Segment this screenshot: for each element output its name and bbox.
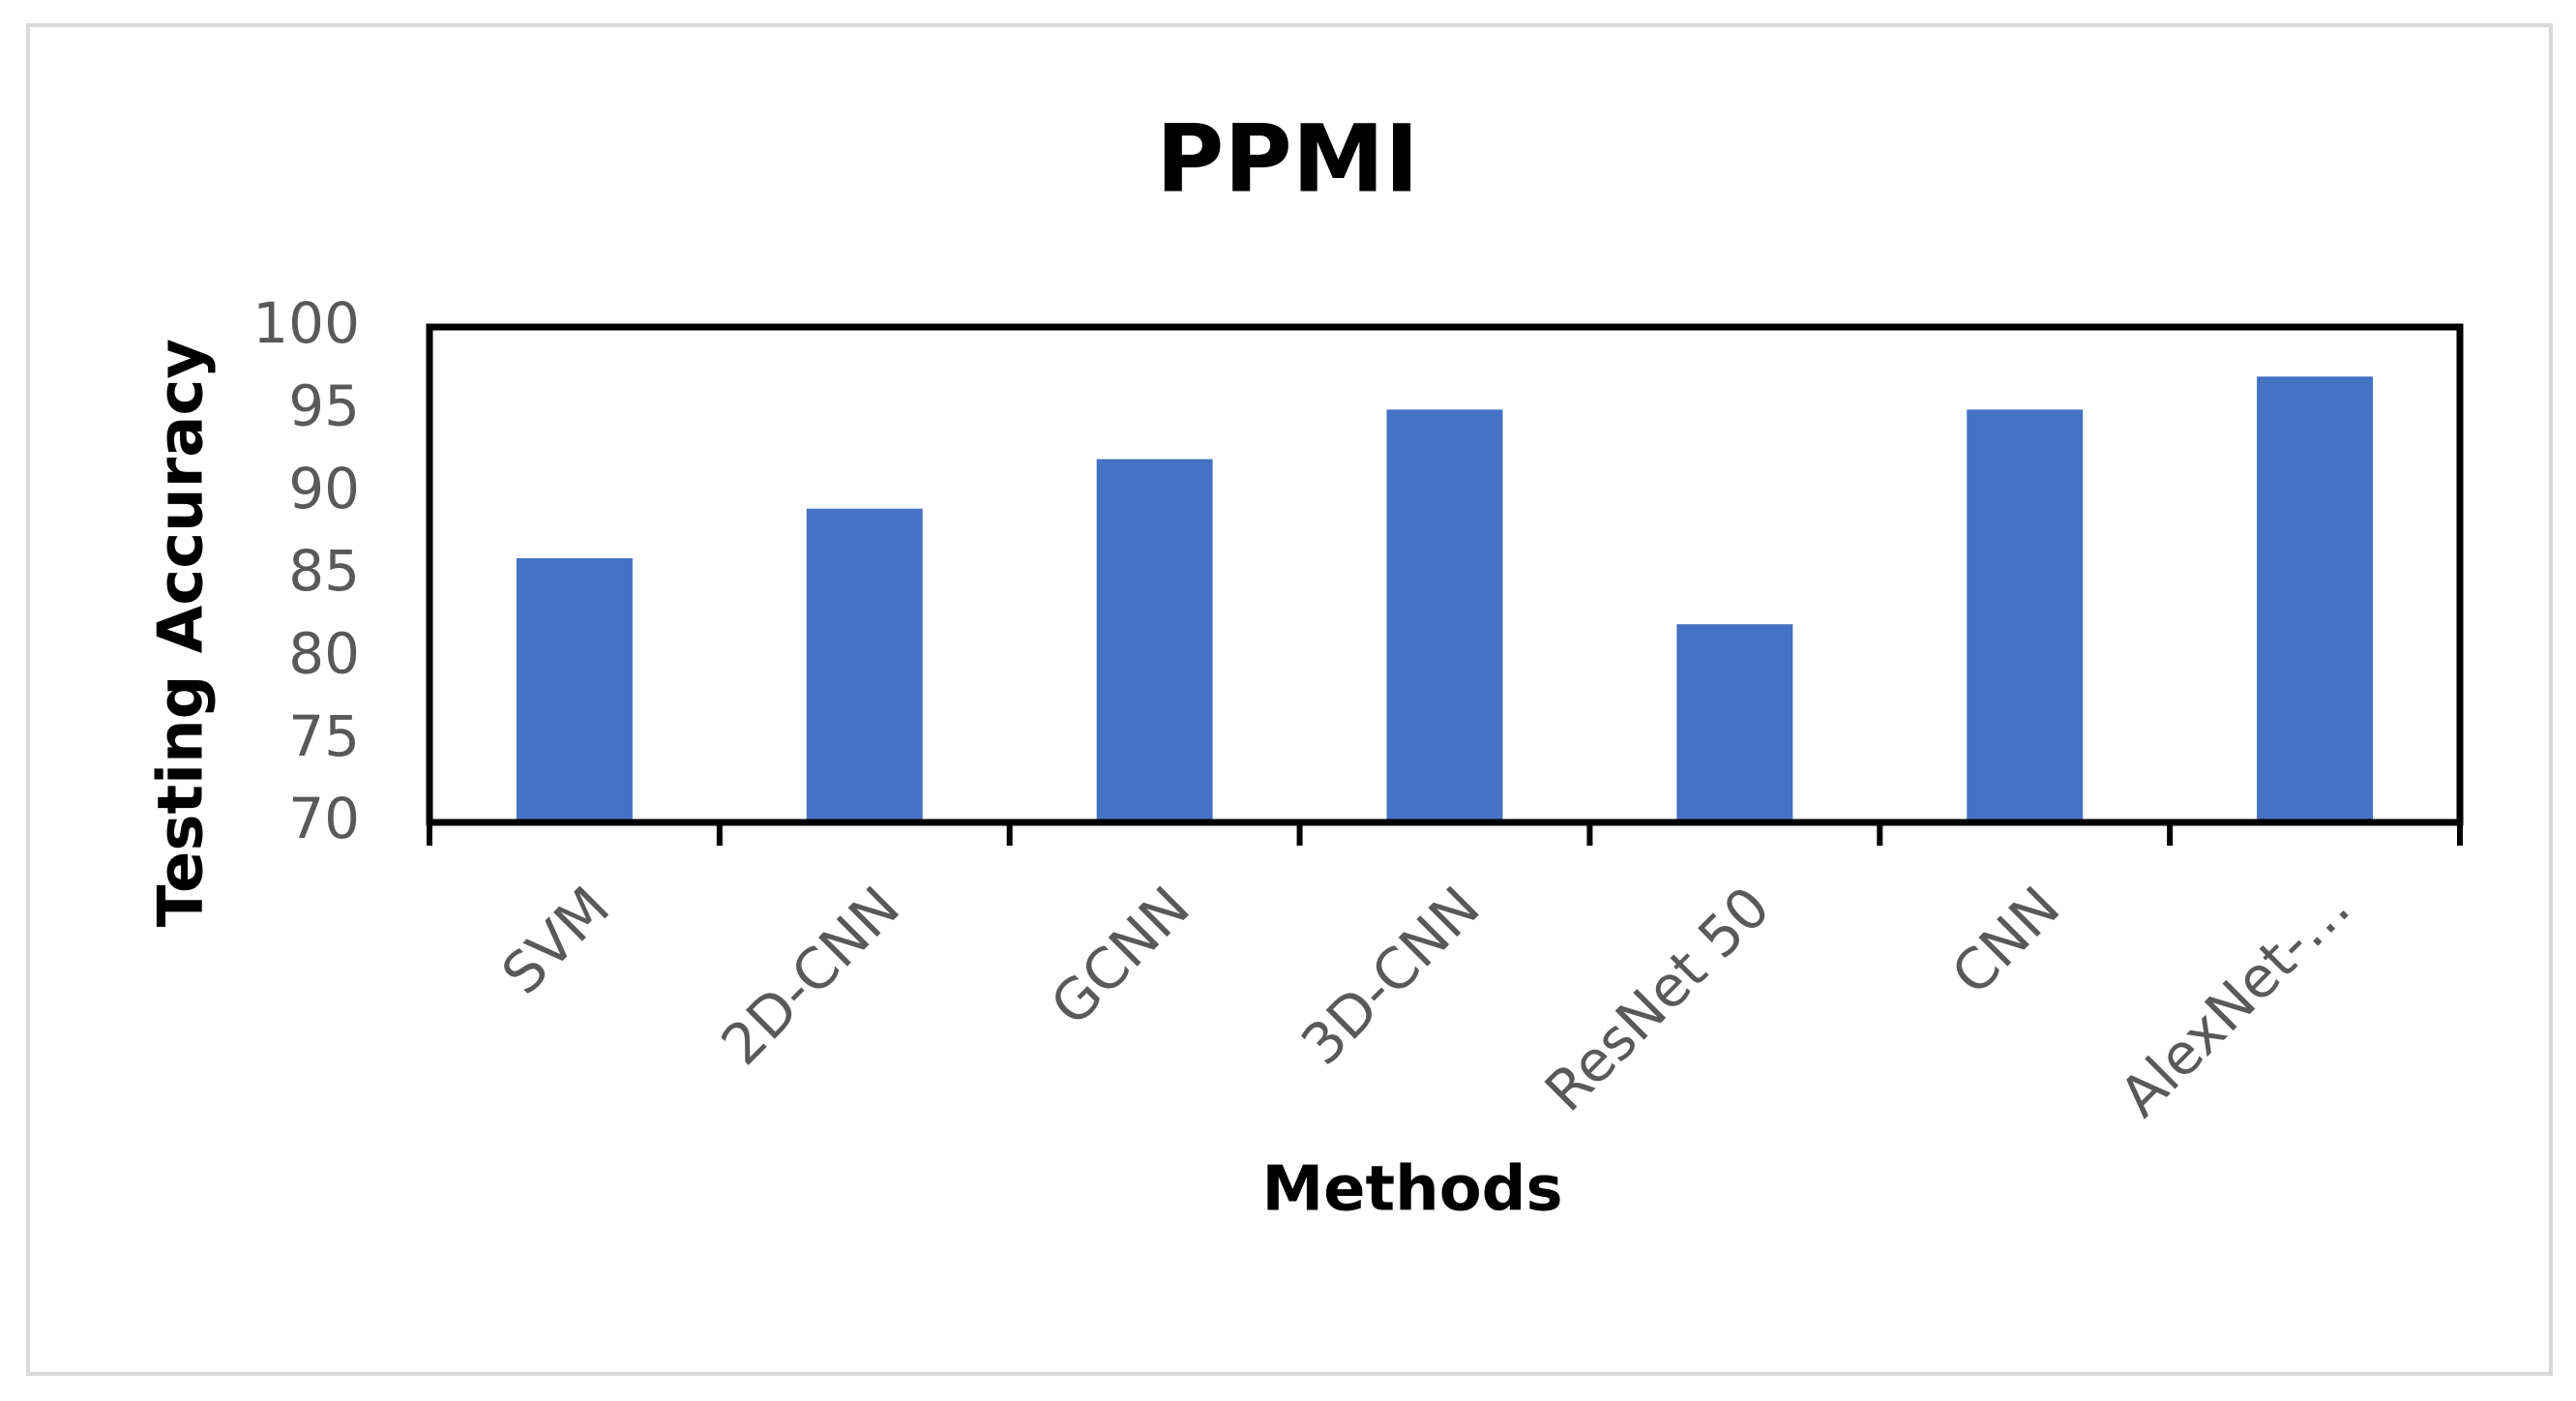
bar [516, 557, 633, 822]
bar [2257, 376, 2374, 822]
y-tick-label: 75 [288, 703, 360, 769]
x-axis-title: Methods [1261, 1154, 1562, 1226]
y-tick-label: 70 [288, 786, 360, 851]
y-tick-label: 100 [252, 290, 360, 356]
y-axis-title: Testing Accuracy [146, 339, 218, 927]
y-tick-label: 95 [288, 373, 360, 438]
bar [1967, 409, 2084, 822]
chart-title: PPMI [1156, 104, 1419, 213]
bar [1096, 459, 1213, 822]
y-tick-label: 85 [288, 538, 360, 604]
bar [1676, 624, 1793, 822]
bar [1386, 409, 1503, 822]
bar [806, 508, 923, 822]
y-tick-label: 80 [288, 620, 360, 686]
y-tick-label: 90 [288, 456, 360, 522]
chart-border [26, 23, 2553, 1376]
plot-border [426, 323, 2464, 826]
